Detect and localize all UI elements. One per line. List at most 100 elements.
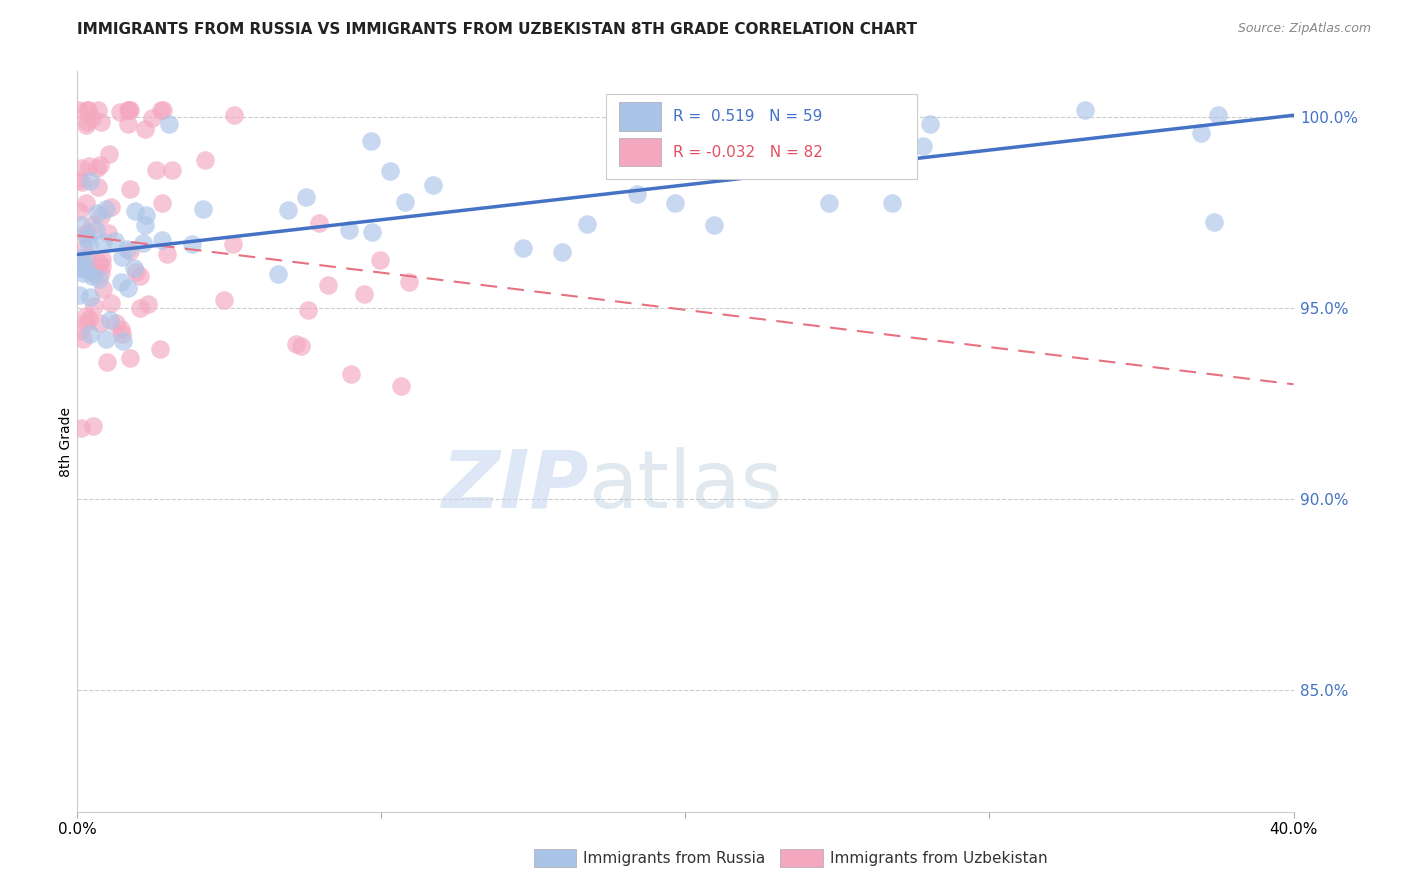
Point (98, 147, 121, 161)
Point (132, 235, 155, 250)
Text: Immigrants from Uzbekistan: Immigrants from Uzbekistan (830, 851, 1047, 865)
Point (575, 217, 598, 231)
Text: Source: ZipAtlas.com: Source: ZipAtlas.com (1237, 22, 1371, 36)
Text: atlas: atlas (588, 447, 783, 525)
Point (105, 316, 128, 330)
Point (194, 153, 217, 167)
Point (82, 111, 104, 125)
Point (91, 252, 114, 266)
Point (90, 266, 112, 280)
Point (112, 334, 135, 348)
Point (880, 196, 903, 211)
Point (84, 222, 107, 236)
Point (394, 195, 416, 210)
Point (87, 103, 110, 117)
Point (67, 204, 90, 219)
Point (267, 267, 290, 281)
Point (277, 202, 299, 217)
Point (749, 123, 772, 137)
Point (118, 103, 141, 117)
Point (125, 265, 148, 279)
Point (67, 260, 90, 274)
Point (67, 287, 90, 301)
Point (551, 244, 574, 259)
Point (318, 277, 340, 292)
Point (67, 103, 90, 117)
Point (370, 252, 392, 267)
Point (91, 259, 114, 273)
Text: IMMIGRANTS FROM RUSSIA VS IMMIGRANTS FROM UZBEKISTAN 8TH GRADE CORRELATION CHART: IMMIGRANTS FROM RUSSIA VS IMMIGRANTS FRO… (77, 22, 917, 37)
Text: R =  0.519   N = 59: R = 0.519 N = 59 (673, 109, 823, 124)
Point (214, 293, 236, 308)
Y-axis label: 8th Grade: 8th Grade (59, 407, 73, 476)
Point (69, 218, 91, 232)
Point (398, 275, 420, 289)
Point (1206, 108, 1229, 122)
Point (339, 367, 361, 381)
Point (69, 252, 91, 266)
Text: R = -0.032   N = 82: R = -0.032 N = 82 (673, 145, 823, 160)
Point (87, 180, 110, 194)
Point (79, 174, 101, 188)
Point (80, 268, 103, 283)
Point (134, 121, 156, 136)
Point (152, 103, 174, 117)
Point (128, 301, 150, 315)
Point (149, 342, 172, 356)
Point (389, 379, 412, 393)
Point (702, 218, 724, 232)
Point (353, 286, 375, 301)
Point (94, 202, 117, 216)
Point (145, 162, 167, 177)
Point (89, 316, 111, 330)
Point (150, 233, 173, 247)
Point (75, 195, 97, 210)
Point (122, 260, 145, 275)
Point (224, 108, 246, 122)
Point (97, 226, 120, 240)
Point (104, 235, 127, 249)
Point (94, 332, 117, 346)
Point (360, 225, 382, 239)
Point (90, 209, 112, 223)
Point (124, 204, 146, 219)
FancyBboxPatch shape (619, 103, 661, 130)
Point (79, 312, 101, 326)
Point (111, 250, 134, 264)
Point (89, 272, 111, 286)
Point (117, 281, 139, 295)
Point (181, 237, 204, 252)
Point (79, 236, 101, 251)
Point (75, 118, 97, 132)
Point (87, 256, 110, 270)
Point (150, 103, 173, 117)
Point (118, 244, 141, 259)
FancyBboxPatch shape (606, 94, 917, 178)
Text: ZIP: ZIP (440, 447, 588, 525)
Point (70, 161, 93, 175)
Point (664, 195, 686, 210)
Point (77, 159, 100, 173)
Point (110, 275, 132, 289)
Point (86, 161, 108, 175)
Point (70, 175, 93, 189)
Point (422, 178, 444, 193)
Point (73, 227, 96, 242)
Point (626, 186, 648, 201)
Point (89, 158, 111, 172)
Point (100, 200, 122, 214)
Point (117, 118, 139, 132)
Point (77, 250, 100, 264)
Point (76, 115, 98, 129)
Point (80, 219, 103, 233)
Point (157, 117, 180, 131)
Point (118, 103, 141, 117)
Point (360, 135, 382, 149)
Point (817, 195, 839, 210)
Point (67, 173, 90, 187)
Point (83, 299, 105, 313)
Point (295, 190, 318, 204)
Point (110, 326, 132, 341)
Point (297, 302, 319, 317)
Point (90, 114, 112, 128)
